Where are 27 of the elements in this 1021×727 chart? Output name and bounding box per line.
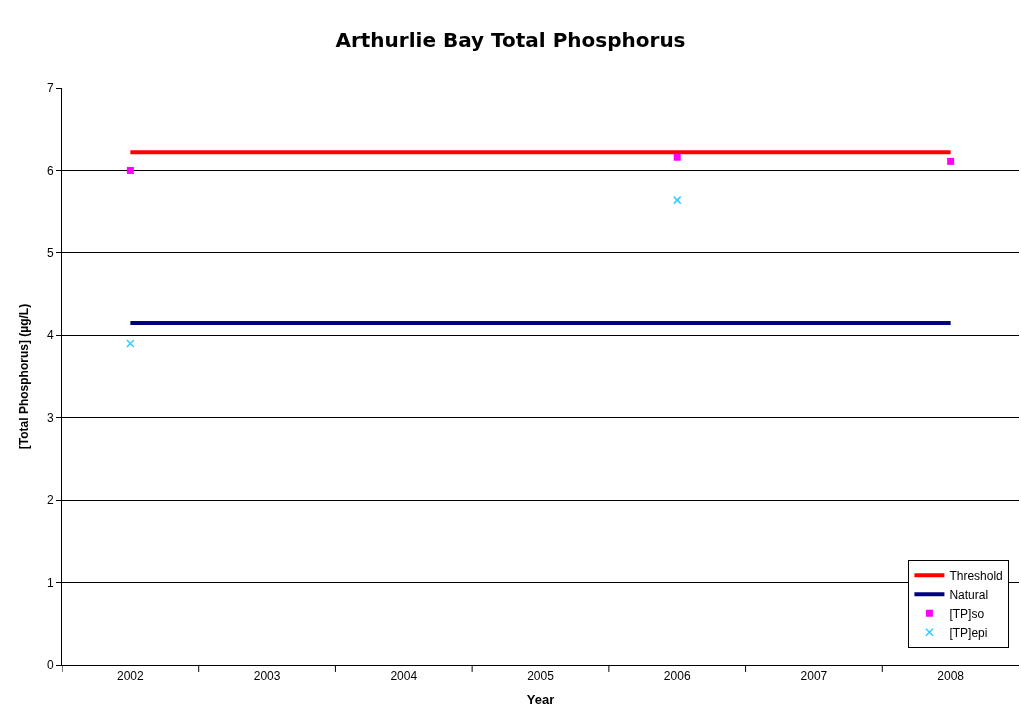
- x-tick-label: 2002: [117, 669, 145, 684]
- legend-label: [TP]so: [949, 606, 985, 621]
- y-tick-label: 0: [46, 658, 54, 673]
- legend-label: Natural: [949, 587, 989, 602]
- x-tick-label: 2006: [663, 669, 691, 684]
- point: [673, 153, 681, 161]
- y-axis-title: [Total Phosphorus] (µg/L): [17, 303, 31, 450]
- legend-label: Threshold: [949, 568, 1003, 583]
- point: [947, 157, 955, 165]
- point: [126, 339, 135, 348]
- y-tick-label: 6: [46, 163, 54, 178]
- y-tick-label: 5: [46, 246, 54, 261]
- y-tick-label: 7: [46, 81, 54, 96]
- point: [672, 195, 682, 205]
- x-tick-label: 2003: [253, 669, 281, 684]
- y-tick-label: 1: [46, 575, 54, 590]
- x-tick-label: 2008: [937, 669, 965, 684]
- point: [126, 166, 134, 174]
- x-tick-label: 2004: [390, 669, 418, 684]
- legend-label: [TP]epi: [949, 625, 988, 640]
- y-tick-label: 4: [46, 328, 54, 343]
- y-tick-label: 2: [46, 493, 54, 508]
- y-tick-label: 3: [46, 410, 54, 425]
- x-tick-label: 2005: [527, 669, 555, 684]
- chart-title: Arthurlie Bay Total Phosphorus: [335, 27, 686, 52]
- x-axis-title: Year: [526, 692, 555, 707]
- x-tick-label: 2007: [800, 669, 828, 684]
